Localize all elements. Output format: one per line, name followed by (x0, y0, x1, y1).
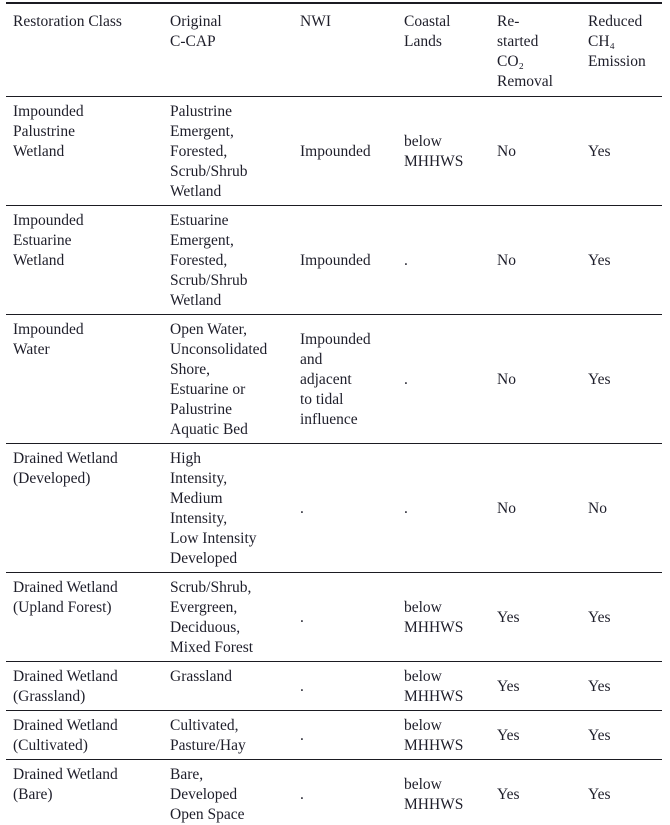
cell-restoration-class: Impounded Palustrine Wetland (13, 103, 84, 160)
cell-ch4-emission: Yes (588, 609, 611, 626)
cell-nwi: . (300, 786, 304, 803)
cell-original-ccap: Open Water, Unconsolidated Shore, Estuar… (170, 321, 268, 438)
cell-co2-removal: Yes (497, 678, 520, 695)
cell-original-ccap: Palustrine Emergent, Forested, Scrub/Shr… (170, 103, 248, 200)
cell-co2-removal: Yes (497, 727, 520, 744)
table-row-drained-wetland-developed: Drained Wetland (Developed) High Intensi… (6, 443, 662, 573)
table-row-impounded-palustrine-wetland: Impounded Palustrine Wetland Palustrine … (6, 96, 662, 206)
cell-co2-removal: Yes (497, 609, 520, 626)
cell-restoration-class: Drained Wetland (Upland Forest) (13, 579, 118, 616)
table-row-drained-wetland-grassland: Drained Wetland (Grassland) Grassland . … (6, 661, 662, 711)
cell-restoration-class: Drained Wetland (Bare) (13, 766, 118, 803)
cell-restoration-class: Impounded Water (13, 321, 84, 358)
cell-coastal-lands: below MHHWS (404, 668, 464, 705)
cell-co2-removal: No (497, 371, 516, 388)
cell-original-ccap: Cultivated, Pasture/Hay (170, 717, 246, 754)
cell-restoration-class: Drained Wetland (Developed) (13, 450, 118, 487)
cell-original-ccap: Scrub/Shrub, Evergreen, Deciduous, Mixed… (170, 579, 254, 656)
table-row-impounded-water: Impounded Water Open Water, Unconsolidat… (6, 314, 662, 444)
table-row-drained-wetland-bare: Drained Wetland (Bare) Bare, Developed O… (6, 759, 662, 825)
restoration-class-table: Restoration Class Original C-CAP NWI Coa… (6, 2, 662, 825)
cell-nwi: . (300, 727, 304, 744)
cell-ch4-emission: Yes (588, 143, 611, 160)
cell-nwi: . (300, 609, 304, 626)
cell-restoration-class: Impounded Estuarine Wetland (13, 212, 84, 269)
cell-coastal-lands: below MHHWS (404, 717, 464, 754)
cell-coastal-lands: below MHHWS (404, 776, 464, 813)
cell-ch4-emission: Yes (588, 786, 611, 803)
cell-nwi: Impounded (300, 252, 371, 269)
cell-ch4-emission: Yes (588, 371, 611, 388)
cell-ch4-emission: Yes (588, 727, 611, 744)
table-row-impounded-estuarine-wetland: Impounded Estuarine Wetland Estuarine Em… (6, 205, 662, 315)
cell-original-ccap: Bare, Developed Open Space (170, 766, 245, 823)
cell-co2-removal: No (497, 143, 516, 160)
column-header-ch4-emission: Reduced CH₄ Emission (588, 13, 646, 70)
column-header-restoration-class: Restoration Class (13, 13, 122, 30)
cell-coastal-lands: . (404, 371, 408, 388)
cell-restoration-class: Drained Wetland (Grassland) (13, 668, 118, 705)
cell-original-ccap: Estuarine Emergent, Forested, Scrub/Shru… (170, 212, 248, 309)
cell-nwi: . (300, 678, 304, 695)
cell-coastal-lands: . (404, 500, 408, 517)
cell-nwi: Impounded (300, 143, 371, 160)
cell-co2-removal: Yes (497, 786, 520, 803)
cell-ch4-emission: Yes (588, 252, 611, 269)
cell-nwi: Impounded and adjacent to tidal influenc… (300, 331, 371, 428)
cell-restoration-class: Drained Wetland (Cultivated) (13, 717, 118, 754)
cell-co2-removal: No (497, 252, 516, 269)
table-row-drained-wetland-cultivated: Drained Wetland (Cultivated) Cultivated,… (6, 710, 662, 760)
table-header-row: Restoration Class Original C-CAP NWI Coa… (6, 3, 662, 97)
cell-coastal-lands: below MHHWS (404, 133, 464, 170)
cell-co2-removal: No (497, 500, 516, 517)
column-header-nwi: NWI (300, 13, 331, 30)
cell-original-ccap: Grassland (170, 668, 232, 685)
cell-nwi: . (300, 500, 304, 517)
cell-ch4-emission: No (588, 500, 607, 517)
cell-coastal-lands: . (404, 252, 408, 269)
column-header-original-ccap: Original C-CAP (170, 13, 222, 50)
column-header-coastal-lands: Coastal Lands (404, 13, 451, 50)
cell-ch4-emission: Yes (588, 678, 611, 695)
cell-coastal-lands: below MHHWS (404, 599, 464, 636)
table-row-drained-wetland-upland-forest: Drained Wetland (Upland Forest) Scrub/Sh… (6, 572, 662, 662)
column-header-co2-removal: Re- started CO₂ Removal (497, 13, 553, 90)
cell-original-ccap: High Intensity, Medium Intensity, Low In… (170, 450, 257, 567)
